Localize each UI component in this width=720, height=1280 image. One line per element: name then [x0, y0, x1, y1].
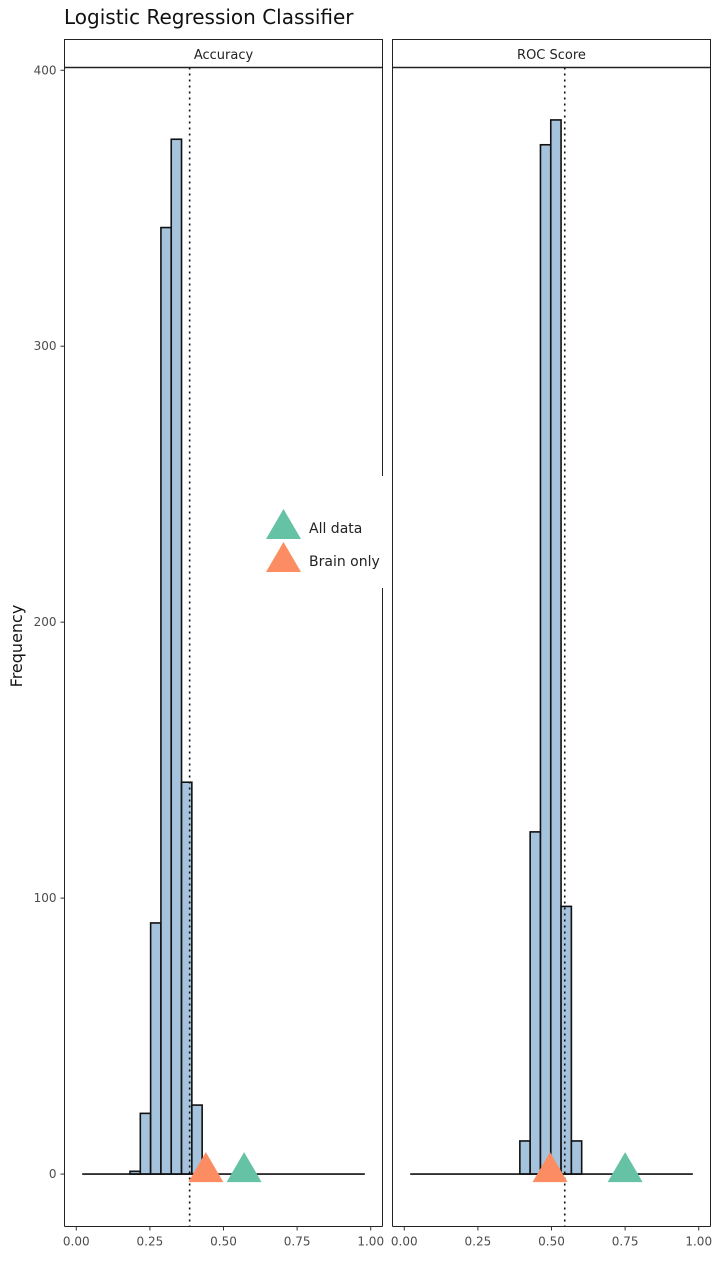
plot-area-accuracy — [82, 67, 365, 1227]
y-tick-label: 100 — [34, 891, 57, 905]
bar-roc-score-1 — [529, 831, 542, 1175]
x-ticks-roc-score: 0.00 0.25 0.50 0.75 1.00 — [391, 1226, 712, 1249]
legend: All data Brain only — [262, 476, 392, 588]
bar-roc-score-3 — [549, 119, 562, 1175]
marker-accuracy-brain-only — [188, 1152, 224, 1183]
bar-accuracy-3 — [160, 226, 173, 1175]
x-tick-label: 0.25 — [465, 1235, 492, 1249]
x-ticks-accuracy: 0.00 0.25 0.50 0.75 1.00 — [63, 1226, 384, 1249]
strip-label-accuracy: Accuracy — [194, 48, 254, 63]
panel-roc-score: ROC Score 0.00 0.25 0.50 0.75 1.00 — [391, 39, 712, 1249]
x-tick-label: 0.00 — [391, 1235, 418, 1249]
y-tick-label: 300 — [34, 339, 57, 353]
y-axis-title: Frequency — [7, 605, 26, 688]
plot-area-roc-score — [410, 67, 693, 1227]
x-tick-label: 0.25 — [137, 1235, 164, 1249]
bar-roc-score-2 — [539, 143, 552, 1175]
marker-roc-score-brain-only — [532, 1152, 568, 1183]
panel-accuracy: Accuracy 0.00 0.25 0.50 0.75 1.00 — [63, 39, 384, 1249]
bar-accuracy-1 — [139, 1112, 152, 1175]
legend-key-all-data — [266, 509, 301, 539]
legend-label-all-data: All data — [309, 521, 362, 537]
y-tick-label: 0 — [49, 1167, 57, 1181]
x-tick-label: 0.50 — [210, 1235, 237, 1249]
x-tick-label: 1.00 — [357, 1235, 384, 1249]
bar-roc-score-0 — [519, 1140, 531, 1175]
bar-accuracy-5 — [180, 781, 193, 1175]
x-tick-label: 0.75 — [284, 1235, 311, 1249]
x-tick-label: 1.00 — [685, 1235, 712, 1249]
marker-accuracy-all-data — [226, 1152, 262, 1183]
bar-roc-score-4 — [560, 905, 573, 1175]
x-tick-label: 0.00 — [63, 1235, 90, 1249]
strip-roc-score — [392, 39, 711, 68]
x-tick-label: 0.75 — [612, 1235, 639, 1249]
bar-roc-score-5 — [570, 1140, 583, 1175]
strip-accuracy — [64, 39, 383, 68]
y-tick-label: 200 — [34, 615, 57, 629]
y-tick-label: 400 — [34, 63, 57, 77]
strip-label-roc-score: ROC Score — [517, 48, 586, 63]
legend-key-brain-only — [266, 542, 301, 572]
bar-accuracy-2 — [149, 922, 162, 1175]
marker-roc-score-all-data — [607, 1152, 643, 1183]
bar-accuracy-4 — [170, 138, 183, 1175]
legend-label-brain-only: Brain only — [309, 554, 380, 570]
y-ticks: 0 100 200 300 400 — [34, 63, 65, 1181]
chart-title: Logistic Regression Classifier — [64, 5, 354, 29]
x-tick-label: 0.50 — [538, 1235, 565, 1249]
